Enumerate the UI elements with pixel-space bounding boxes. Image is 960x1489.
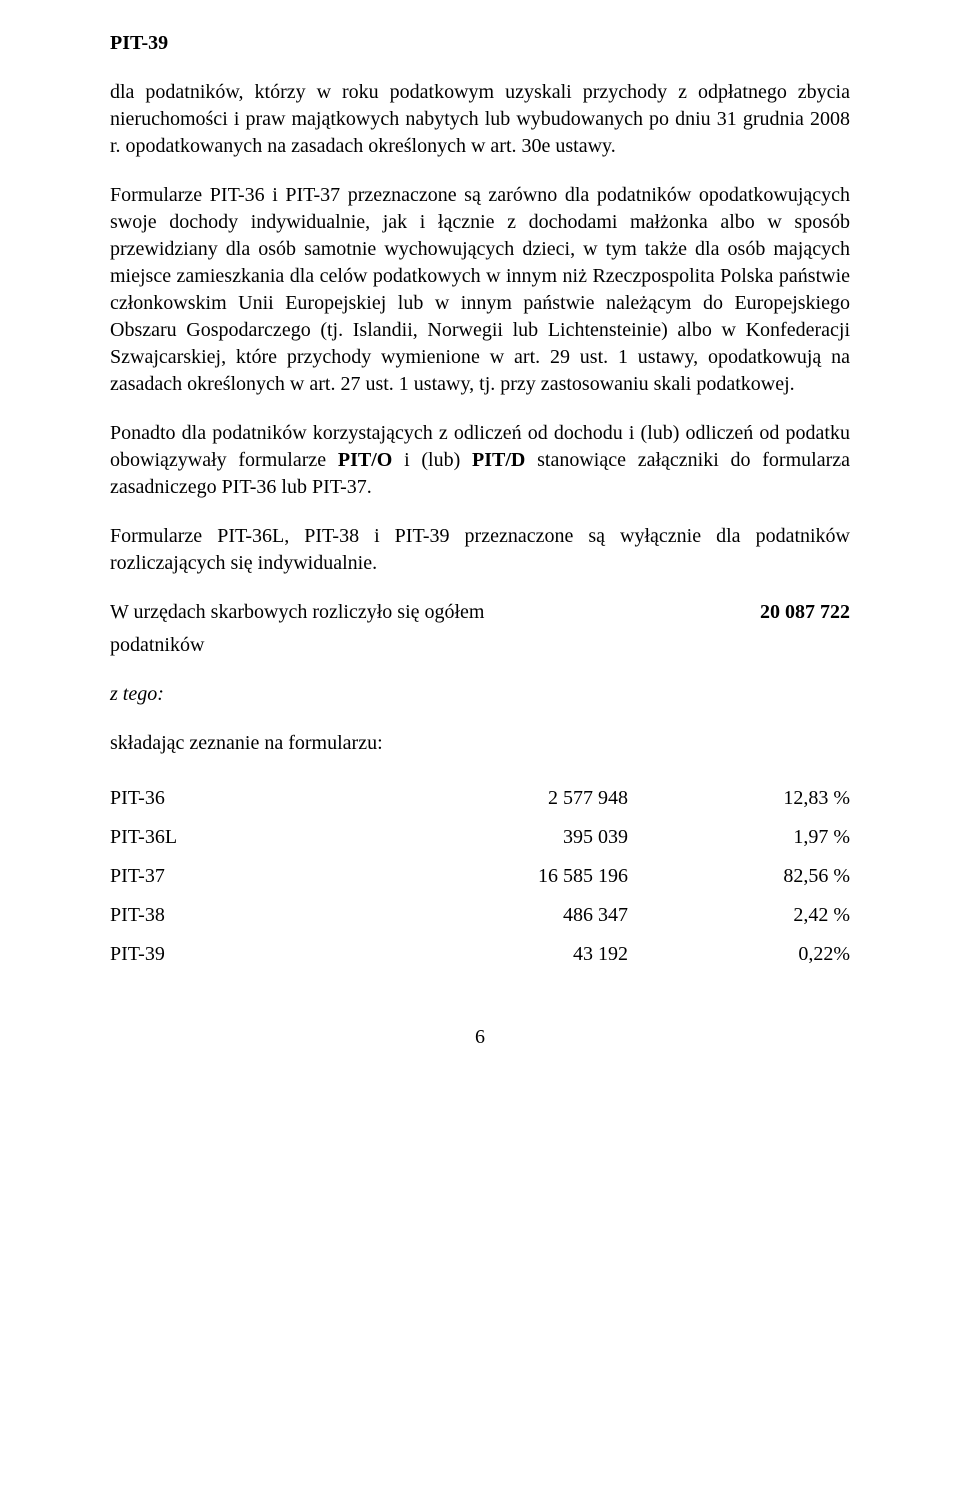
table-row: PIT-36L 395 039 1,97 %: [110, 818, 850, 857]
row-count: 486 347: [317, 896, 628, 935]
table-row: PIT-38 486 347 2,42 %: [110, 896, 850, 935]
table-row: PIT-37 16 585 196 82,56 %: [110, 857, 850, 896]
row-pct: 2,42 %: [628, 896, 850, 935]
row-count: 395 039: [317, 818, 628, 857]
row-pct: 82,56 %: [628, 857, 850, 896]
table-row: PIT-39 43 192 0,22%: [110, 935, 850, 974]
paragraph-7: składając zeznanie na formularzu:: [110, 730, 850, 757]
row-label: PIT-38: [110, 896, 317, 935]
paragraph-4: Formularze PIT-36L, PIT-38 i PIT-39 prze…: [110, 523, 850, 577]
table-row: PIT-36 2 577 948 12,83 %: [110, 779, 850, 818]
row-label: PIT-36L: [110, 818, 317, 857]
row-pct: 1,97 %: [628, 818, 850, 857]
forms-breakdown-tbody: PIT-36 2 577 948 12,83 % PIT-36L 395 039…: [110, 779, 850, 974]
paragraph-2: Formularze PIT-36 i PIT-37 przeznaczone …: [110, 182, 850, 398]
row-pct: 0,22%: [628, 935, 850, 974]
row-pct: 12,83 %: [628, 779, 850, 818]
p3-text-between: i (lub): [392, 449, 472, 471]
total-line-label: W urzędach skarbowych rozliczyło się ogó…: [110, 599, 485, 626]
paragraph-6: z tego:: [110, 681, 850, 708]
section-heading: PIT-39: [110, 30, 850, 57]
row-count: 16 585 196: [317, 857, 628, 896]
row-label: PIT-39: [110, 935, 317, 974]
row-label: PIT-37: [110, 857, 317, 896]
paragraph-1: dla podatników, którzy w roku podatkowym…: [110, 79, 850, 160]
forms-breakdown-table: PIT-36 2 577 948 12,83 % PIT-36L 395 039…: [110, 779, 850, 974]
p3-bold-pitd: PIT/D: [472, 449, 525, 471]
paragraph-3: Ponadto dla podatników korzystających z …: [110, 420, 850, 501]
row-count: 43 192: [317, 935, 628, 974]
p3-bold-pito: PIT/O: [338, 449, 392, 471]
row-count: 2 577 948: [317, 779, 628, 818]
total-line-value: 20 087 722: [760, 599, 850, 626]
total-line: W urzędach skarbowych rozliczyło się ogó…: [110, 599, 850, 626]
document-page: PIT-39 dla podatników, którzy w roku pod…: [0, 0, 960, 1489]
paragraph-5: podatników: [110, 632, 850, 659]
page-number: 6: [110, 1024, 850, 1051]
row-label: PIT-36: [110, 779, 317, 818]
